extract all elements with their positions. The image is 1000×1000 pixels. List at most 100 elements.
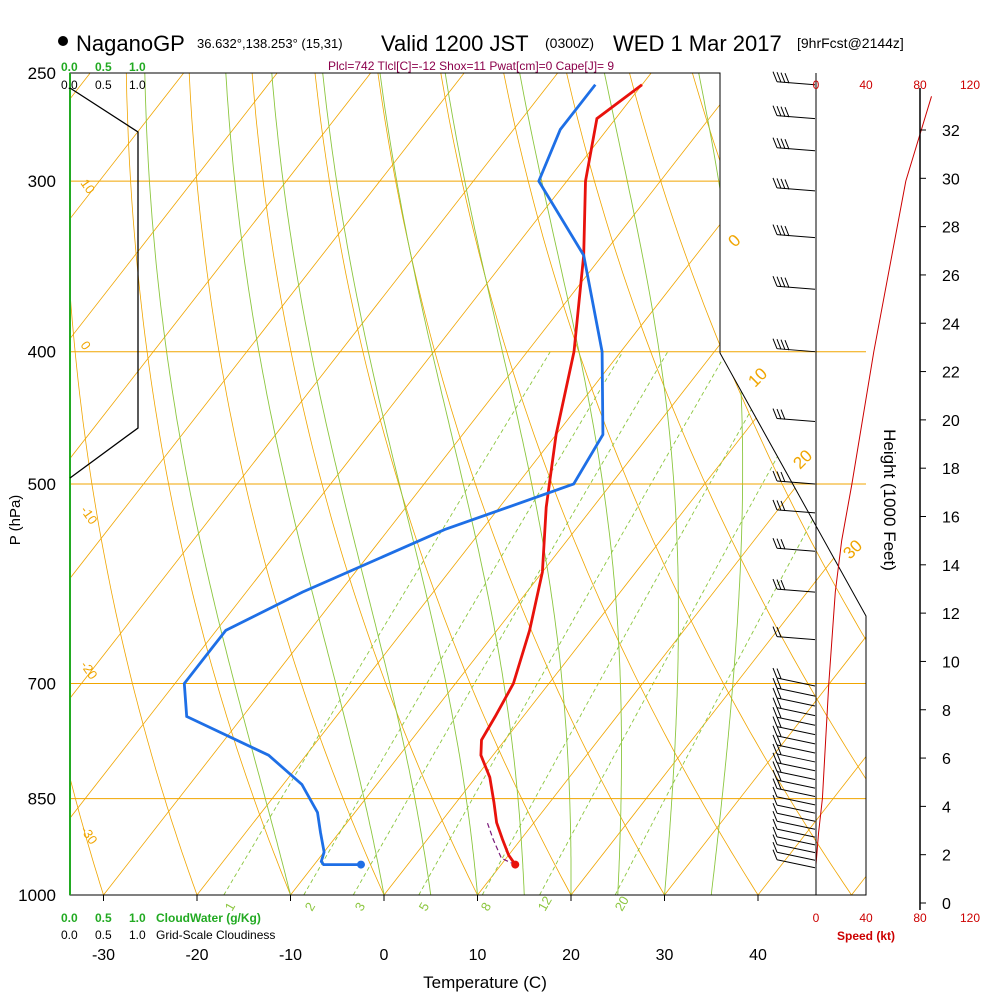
barb-flag xyxy=(776,138,782,149)
wind-barb-icon xyxy=(772,71,816,86)
mixing-ratio-label: 8 xyxy=(478,900,495,914)
barb-flag xyxy=(780,539,786,550)
y-tick-label: 1000 xyxy=(18,886,56,905)
speed-tick-bottom: 0 xyxy=(813,911,820,925)
height-tick-label: 20 xyxy=(942,413,960,430)
wind-barb-icon xyxy=(772,769,816,789)
barb-flag xyxy=(776,471,782,482)
valid-time: Valid 1200 JST xyxy=(381,31,529,56)
wind-barb-icon xyxy=(772,677,816,697)
isotherm-line xyxy=(664,73,866,895)
barb-flag xyxy=(776,688,782,699)
wind-barb-icon xyxy=(772,276,816,290)
y-tick-label: 300 xyxy=(28,172,56,191)
speed-tick-top: 40 xyxy=(859,78,873,92)
isotherm-line xyxy=(757,73,866,895)
barb-staff xyxy=(776,828,816,838)
speed-axis-title: Speed (kt) xyxy=(837,929,895,943)
isotherm-line xyxy=(70,73,278,895)
wind-barb-icon xyxy=(772,734,816,754)
moist-adiabat-line xyxy=(379,73,525,895)
x-tick-label: 0 xyxy=(380,947,389,964)
barb-flag xyxy=(776,744,782,755)
wind-barb-icon xyxy=(772,626,816,641)
x-tick-label: -20 xyxy=(185,947,208,964)
barb-staff xyxy=(776,726,816,736)
cloud-top-black-2: 1.0 xyxy=(129,78,146,92)
isotherm-line xyxy=(70,73,371,895)
wind-barb-icon xyxy=(772,849,816,869)
wind-barb-icon xyxy=(772,137,816,152)
cloudiness-line xyxy=(69,87,139,479)
wind-barb-icon xyxy=(772,499,816,514)
wind-barb-icon xyxy=(772,687,816,707)
barb-flag xyxy=(772,803,778,814)
barb-flag xyxy=(772,499,778,511)
barb-flag xyxy=(780,72,786,83)
isotherm-line xyxy=(70,73,184,895)
barb-flag xyxy=(780,500,786,512)
barb-flag xyxy=(772,697,778,708)
dry-adiabat-label: -10 xyxy=(78,503,101,527)
barb-flag xyxy=(772,769,778,781)
barb-staff xyxy=(776,788,816,798)
mixing-ratio-line xyxy=(539,351,837,895)
barb-flag xyxy=(772,677,778,689)
surface-dewpoint-dot xyxy=(356,860,365,869)
barb-flag xyxy=(772,811,778,822)
barb-flag xyxy=(772,71,778,82)
barb-flag xyxy=(772,826,778,838)
mixing-ratio-label: 5 xyxy=(416,900,433,914)
height-tick-label: 4 xyxy=(942,799,951,816)
dry-adiabat-line xyxy=(125,73,303,895)
height-tick-label: 16 xyxy=(942,510,960,527)
barb-staff xyxy=(776,687,816,697)
speed-tick-top: 0 xyxy=(813,78,820,92)
barb-staff xyxy=(776,753,816,763)
barb-flag xyxy=(784,340,790,351)
barb-flag xyxy=(780,178,786,190)
x-tick-label: -30 xyxy=(92,947,115,964)
height-tick-label: 22 xyxy=(942,365,960,382)
barb-staff xyxy=(776,796,816,806)
speed-line xyxy=(815,96,932,865)
barb-staff xyxy=(776,81,816,86)
moist-adiabat-label: 0 xyxy=(724,231,744,251)
barb-flag xyxy=(772,778,778,789)
barb-flag xyxy=(784,225,790,237)
barb-flag xyxy=(776,276,782,287)
dry-adiabat-line xyxy=(249,73,493,895)
barb-flag xyxy=(776,707,782,718)
barb-staff xyxy=(776,480,816,485)
barb-flag xyxy=(772,137,778,148)
wind-barb-icon xyxy=(772,538,816,552)
moist-adiabat-label: 30 xyxy=(839,536,866,563)
barb-flag xyxy=(784,106,790,118)
y-tick-label: 700 xyxy=(28,675,56,694)
cloud-bottom-green-0: 0.0 xyxy=(61,911,78,925)
barb-flag xyxy=(776,735,782,746)
moist-adiabat-line xyxy=(271,73,432,895)
cloud-top-green-0: 0.0 xyxy=(61,60,78,74)
barb-staff xyxy=(776,547,816,552)
barb-flag xyxy=(780,471,786,483)
dewpoint-line xyxy=(182,83,605,866)
barb-flag xyxy=(776,761,782,773)
station-dot-icon xyxy=(58,36,68,46)
dry-adiabat-line xyxy=(498,73,866,895)
barb-flag xyxy=(772,725,778,737)
barb-flag xyxy=(772,716,778,727)
barb-flag xyxy=(776,697,782,709)
surface-temperature-dot xyxy=(511,860,520,869)
barb-staff xyxy=(776,115,816,120)
barb-flag xyxy=(784,277,790,288)
barb-flag xyxy=(776,716,782,728)
wind-barb-icon xyxy=(772,224,816,239)
dry-adiabat-label: -30 xyxy=(78,823,101,847)
isotherm-line xyxy=(945,73,1000,895)
barb-flag xyxy=(776,178,782,189)
moist-adiabat-line xyxy=(322,73,478,895)
barb-staff xyxy=(776,588,816,593)
dry-adiabat-line xyxy=(560,73,866,895)
wind-barb-icon xyxy=(772,408,816,423)
